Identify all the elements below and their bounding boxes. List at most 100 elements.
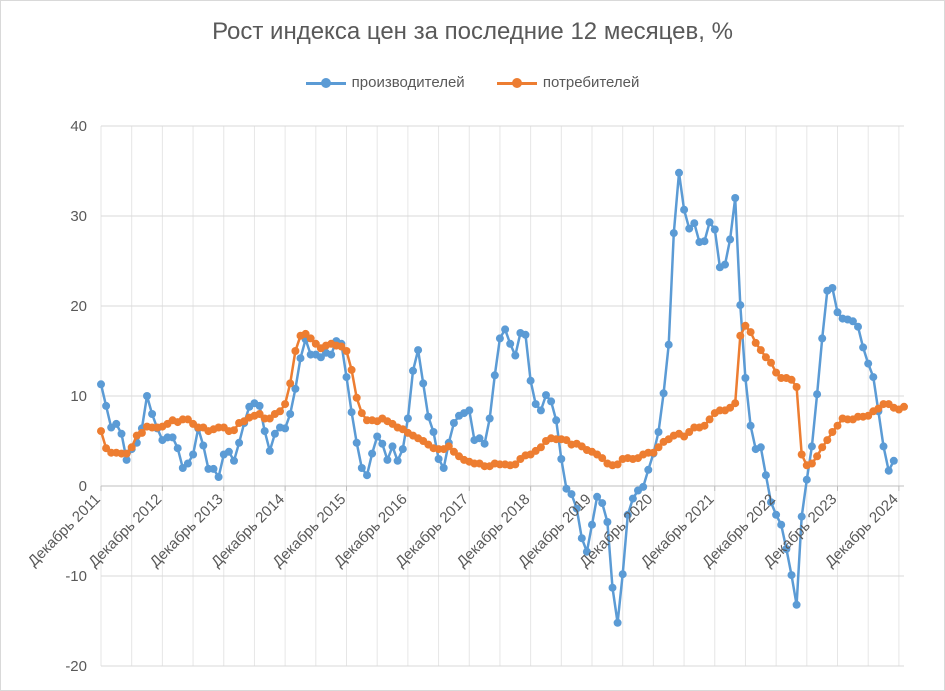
data-point-0 xyxy=(388,442,397,451)
data-point-1 xyxy=(787,375,796,384)
data-point-0 xyxy=(582,547,591,556)
data-point-0 xyxy=(230,456,238,465)
y-tick-label: -20 xyxy=(65,658,87,675)
data-point-0 xyxy=(352,438,361,447)
data-point-0 xyxy=(577,534,586,543)
data-point-0 xyxy=(802,475,811,484)
data-point-0 xyxy=(531,400,540,409)
data-point-0 xyxy=(214,473,223,481)
data-point-0 xyxy=(112,419,121,428)
data-point-0 xyxy=(792,600,801,609)
data-point-0 xyxy=(700,237,709,246)
data-point-1 xyxy=(536,443,545,452)
data-point-1 xyxy=(767,358,775,367)
data-point-0 xyxy=(265,446,274,455)
data-point-1 xyxy=(792,383,801,391)
data-point-0 xyxy=(485,414,494,423)
legend-swatch-consumers xyxy=(496,77,537,89)
data-point-0 xyxy=(756,443,765,452)
data-point-1 xyxy=(352,393,361,402)
data-point-1 xyxy=(700,421,709,430)
data-point-1 xyxy=(183,415,192,424)
data-point-0 xyxy=(761,471,770,480)
data-point-1 xyxy=(598,454,607,463)
data-point-0 xyxy=(526,376,535,385)
legend-item-consumers: потребителей xyxy=(496,74,639,91)
data-point-0 xyxy=(618,570,627,579)
data-point-0 xyxy=(189,450,198,459)
data-point-0 xyxy=(414,346,423,355)
data-point-1 xyxy=(347,365,356,374)
data-point-0 xyxy=(327,350,336,359)
data-point-0 xyxy=(511,351,520,360)
data-point-0 xyxy=(572,504,581,513)
data-point-1 xyxy=(741,321,750,330)
y-tick-label: 40 xyxy=(70,118,87,135)
data-point-0 xyxy=(373,432,382,441)
data-point-1 xyxy=(746,328,755,337)
data-point-0 xyxy=(291,384,300,393)
data-point-1 xyxy=(306,334,315,343)
data-point-0 xyxy=(199,441,208,450)
data-point-0 xyxy=(608,583,617,592)
data-point-0 xyxy=(818,334,827,343)
data-point-1 xyxy=(654,443,663,452)
data-point-0 xyxy=(552,416,561,425)
data-point-0 xyxy=(854,322,862,331)
data-point-0 xyxy=(884,466,893,475)
data-point-0 xyxy=(685,224,694,233)
data-point-1 xyxy=(761,353,770,362)
data-point-0 xyxy=(475,434,484,443)
data-point-0 xyxy=(501,325,510,334)
data-point-0 xyxy=(148,410,157,418)
data-point-0 xyxy=(383,455,392,464)
data-point-0 xyxy=(465,406,474,415)
data-point-0 xyxy=(690,219,699,228)
data-point-0 xyxy=(746,421,755,430)
data-point-0 xyxy=(654,428,663,436)
data-point-1 xyxy=(137,428,146,437)
data-point-0 xyxy=(664,340,673,349)
y-tick-label: 20 xyxy=(70,298,87,315)
data-point-1 xyxy=(823,436,832,445)
legend-swatch-producers xyxy=(305,77,346,89)
data-point-0 xyxy=(347,408,356,417)
data-point-0 xyxy=(710,225,719,234)
data-point-0 xyxy=(659,389,668,398)
data-point-1 xyxy=(756,346,765,355)
data-point-0 xyxy=(741,374,750,382)
data-point-0 xyxy=(255,401,264,410)
data-point-0 xyxy=(224,447,233,456)
data-point-0 xyxy=(296,354,305,363)
data-point-0 xyxy=(536,406,545,415)
data-point-0 xyxy=(864,359,873,368)
data-point-0 xyxy=(521,330,530,339)
data-point-1 xyxy=(357,409,366,418)
data-point-0 xyxy=(603,518,612,526)
data-point-0 xyxy=(424,412,433,421)
y-tick-label: 10 xyxy=(70,388,87,405)
data-point-1 xyxy=(276,407,284,416)
data-point-0 xyxy=(209,464,218,473)
data-point-0 xyxy=(680,205,689,214)
data-point-0 xyxy=(731,194,740,202)
data-point-0 xyxy=(787,571,796,580)
data-point-0 xyxy=(848,317,857,326)
data-point-0 xyxy=(879,442,888,451)
data-point-0 xyxy=(557,455,566,463)
data-point-1 xyxy=(342,347,351,355)
data-point-1 xyxy=(833,421,842,430)
data-point-0 xyxy=(102,401,111,410)
data-point-0 xyxy=(628,494,637,503)
data-point-1 xyxy=(230,426,238,435)
data-point-0 xyxy=(726,235,735,244)
data-point-0 xyxy=(736,301,745,310)
data-point-0 xyxy=(439,464,448,472)
y-tick-label: 30 xyxy=(70,208,87,225)
data-point-0 xyxy=(833,308,842,317)
data-point-0 xyxy=(613,618,622,627)
data-point-0 xyxy=(480,439,489,448)
data-point-0 xyxy=(270,429,279,438)
data-point-0 xyxy=(588,520,596,529)
